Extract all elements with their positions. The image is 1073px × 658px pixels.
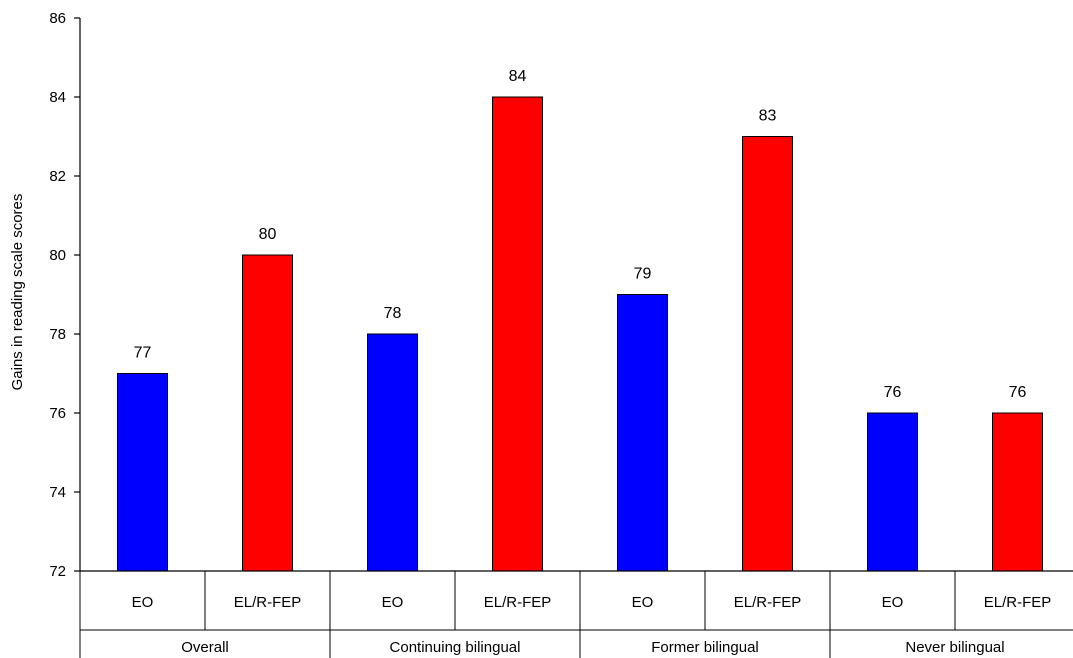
y-tick-label: 78 [49, 326, 66, 343]
y-tick-label: 86 [49, 10, 66, 27]
y-tick-label: 80 [49, 247, 66, 264]
data-label: 76 [884, 384, 902, 401]
bar-eo [367, 333, 418, 572]
group-label: Never bilingual [905, 639, 1004, 656]
y-axis: 72 74 76 78 80 82 84 86 [49, 10, 81, 580]
y-tick-label: 84 [49, 89, 66, 106]
category-label: EL/R-FEP [984, 594, 1052, 611]
data-label: 80 [259, 226, 277, 243]
data-label: 77 [134, 345, 152, 362]
y-tick-label: 72 [49, 563, 66, 580]
bars [117, 96, 1043, 572]
category-label: EO [382, 594, 404, 611]
category-label: EL/R-FEP [234, 594, 302, 611]
bar-el-r-fep [242, 254, 293, 572]
bar-el-r-fep [992, 412, 1043, 572]
group-label: Continuing bilingual [390, 639, 521, 656]
bar-el-r-fep [742, 136, 793, 572]
y-tick-label: 82 [49, 168, 66, 185]
group-label: Former bilingual [651, 639, 759, 656]
data-label: 76 [1009, 384, 1027, 401]
y-tick-label: 74 [49, 484, 66, 501]
bar-eo [117, 373, 168, 572]
data-label: 79 [634, 266, 652, 283]
category-label: EO [882, 594, 904, 611]
category-label: EL/R-FEP [734, 594, 802, 611]
bar-eo [617, 294, 668, 572]
y-axis-label: Gains in reading scale scores [9, 194, 26, 391]
bar-el-r-fep [492, 96, 543, 572]
category-label: EL/R-FEP [484, 594, 552, 611]
category-label: EO [632, 594, 654, 611]
y-tick-label: 76 [49, 405, 66, 422]
group-label: Overall [181, 639, 229, 656]
data-label: 83 [759, 108, 777, 125]
category-label: EO [132, 594, 154, 611]
data-label: 84 [509, 68, 527, 85]
x-axis: EO EL/R-FEP Overall EO EL/R-FEP Continuing bi… [79, 570, 1073, 658]
bar-eo [867, 412, 918, 572]
data-labels: 77 80 78 84 79 83 76 76 [134, 68, 1027, 401]
data-label: 78 [384, 305, 402, 322]
